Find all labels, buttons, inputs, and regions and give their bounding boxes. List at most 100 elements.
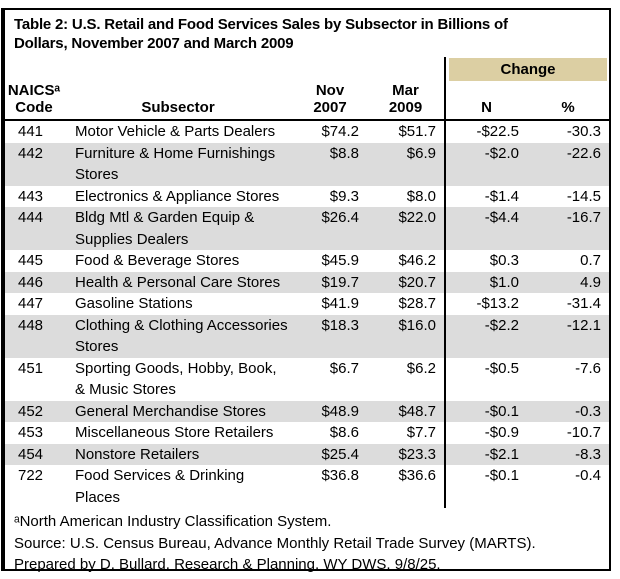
footnote-naics: ᵃNorth American Industry Classification … — [14, 513, 332, 530]
subsector-cell: General Merchandise Stores — [75, 402, 266, 420]
change-pct-cell: -10.7 — [566, 424, 602, 441]
table-frame: Table 2: U.S. Retail and Food Services S… — [1, 8, 611, 573]
table-row: 448 Clothing & Clothing Accessories Stor… — [5, 314, 610, 358]
change-n-cell: -$1.4 — [444, 185, 527, 207]
change-group-header: Change — [449, 58, 608, 81]
mar-2009-cell: $8.0 — [406, 187, 436, 205]
naics-code-cell: 447 — [18, 295, 44, 312]
mar-2009-cell: $46.2 — [398, 252, 436, 269]
change-pct-cell: -12.1 — [566, 316, 602, 334]
col-header-change-n: N — [444, 83, 527, 121]
change-pct-cell: -7.6 — [575, 359, 602, 377]
naics-code-cell: 442 — [18, 144, 44, 162]
nov-2007-cell: $45.9 — [321, 252, 359, 269]
nov-2007-cell: $26.4 — [321, 209, 359, 226]
table-row: 454 Nonstore Retailers $25.4 $23.3 -$2.1… — [5, 443, 610, 465]
subsector-cell: Food & Beverage Stores — [75, 252, 240, 269]
change-pct-cell: -0.4 — [575, 467, 602, 484]
mar-2009-cell: $6.2 — [406, 359, 436, 377]
footnotes: ᵃNorth American Industry Classification … — [14, 511, 605, 576]
mar-2009-cell: $51.7 — [398, 123, 436, 140]
subsector-cell: Motor Vehicle & Parts Dealers — [75, 123, 276, 140]
change-n-cell: $0.3 — [444, 250, 527, 272]
change-pct-cell: -22.6 — [566, 144, 602, 162]
change-n-cell: -$0.1 — [444, 465, 527, 508]
change-pct-cell: 0.7 — [580, 252, 602, 269]
change-n-cell: -$2.1 — [444, 443, 527, 465]
col-header-nov-2007: Nov 2007 — [293, 82, 367, 121]
change-pct-cell: -0.3 — [575, 402, 602, 420]
change-n-cell: -$2.0 — [444, 142, 527, 186]
subsector-cell: Food Services & Drinking Places — [75, 467, 245, 506]
change-spanner-cell: Change — [443, 57, 610, 83]
change-pct-cell: -14.5 — [566, 187, 602, 205]
col-header-mar-2009: Mar 2009 — [367, 82, 445, 121]
table-row: 722 Food Services & Drinking Places $36.… — [5, 465, 609, 508]
footnote-source: Source: U.S. Census Bureau, Advance Mont… — [14, 534, 536, 552]
change-spanner-row: Change — [5, 57, 610, 83]
nov-2007-cell: $8.8 — [329, 144, 359, 162]
change-pct-cell: -16.7 — [566, 209, 602, 226]
nov-2007-cell: $18.3 — [321, 316, 359, 334]
footnote-prepared-by: Prepared by D. Bullard, Research & Plann… — [14, 556, 441, 573]
naics-code-cell: 452 — [18, 402, 44, 420]
change-pct-cell: -8.3 — [575, 445, 602, 463]
mar-2009-cell: $28.7 — [398, 295, 436, 312]
table-row: 441 Motor Vehicle & Parts Dealers $74.2 … — [5, 120, 609, 143]
nov-2007-cell: $48.9 — [321, 402, 359, 420]
mar-2009-cell: $6.9 — [406, 144, 436, 162]
nov-2007-cell: $41.9 — [321, 295, 359, 312]
subsector-cell: Gasoline Stations — [75, 295, 193, 312]
subsector-cell: Furniture & Home Furnishings Stores — [75, 144, 276, 184]
subsector-cell: Nonstore Retailers — [75, 445, 200, 463]
table-row: 451 Sporting Goods, Hobby, Book, & Music… — [5, 357, 609, 401]
change-pct-cell: -30.3 — [566, 123, 602, 140]
naics-code-cell: 441 — [18, 123, 44, 140]
change-n-cell: -$0.5 — [444, 357, 527, 401]
change-pct-cell: -31.4 — [566, 295, 602, 312]
change-n-cell: -$0.9 — [444, 422, 527, 444]
subsector-cell: Miscellaneous Store Retailers — [75, 424, 274, 441]
nov-2007-cell: $6.7 — [329, 359, 359, 377]
naics-code-cell: 443 — [18, 187, 44, 205]
naics-code-cell: 444 — [18, 209, 44, 226]
change-n-cell: -$13.2 — [444, 293, 527, 315]
mar-2009-cell: $22.0 — [398, 209, 436, 226]
nov-2007-cell: $8.6 — [329, 424, 359, 441]
nov-2007-cell: $9.3 — [329, 187, 359, 205]
table-row: 452 General Merchandise Stores $48.9 $48… — [5, 400, 610, 422]
nov-2007-cell: $74.2 — [321, 123, 359, 140]
naics-code-cell: 446 — [18, 273, 44, 291]
mar-2009-cell: $16.0 — [398, 316, 436, 334]
table-row: 453 Miscellaneous Store Retailers $8.6 $… — [5, 422, 609, 444]
mar-2009-cell: $23.3 — [398, 445, 436, 463]
subsector-cell: Bldg Mtl & Garden Equip & Supplies Deale… — [75, 209, 255, 248]
change-n-cell: -$22.5 — [444, 120, 527, 143]
change-n-cell: $1.0 — [444, 271, 527, 293]
naics-code-cell: 445 — [18, 252, 44, 269]
subsector-cell: Clothing & Clothing Accessories Stores — [75, 316, 288, 356]
subsector-cell: Health & Personal Care Stores — [75, 273, 281, 291]
table-row: 445 Food & Beverage Stores $45.9 $46.2 $… — [5, 250, 609, 272]
col-header-change-pct: % — [527, 83, 610, 121]
mar-2009-cell: $48.7 — [398, 402, 436, 420]
change-n-cell: -$4.4 — [444, 207, 527, 250]
naics-code-cell: 453 — [18, 424, 44, 441]
subsector-cell: Electronics & Appliance Stores — [75, 187, 280, 205]
table-row: 443 Electronics & Appliance Stores $9.3 … — [5, 185, 609, 207]
retail-sales-table: Change NAICSᵃ Code Subsector Nov 2007 Ma… — [5, 57, 610, 508]
nov-2007-cell: $36.8 — [321, 467, 359, 484]
naics-code-cell: 454 — [18, 445, 44, 463]
mar-2009-cell: $20.7 — [398, 273, 436, 291]
mar-2009-cell: $36.6 — [398, 467, 436, 484]
table-header: Change NAICSᵃ Code Subsector Nov 2007 Ma… — [5, 57, 610, 121]
change-pct-cell: 4.9 — [580, 273, 602, 291]
table-row: 446 Health & Personal Care Stores $19.7 … — [5, 271, 610, 293]
subsector-cell: Sporting Goods, Hobby, Book, & Music Sto… — [75, 359, 277, 399]
col-header-naics-code: NAICSᵃ Code — [5, 82, 63, 121]
table-row: 447 Gasoline Stations $41.9 $28.7 -$13.2… — [5, 293, 609, 315]
naics-code-cell: 722 — [18, 467, 44, 484]
nov-2007-cell: $19.7 — [321, 273, 359, 291]
naics-code-cell: 448 — [18, 316, 44, 334]
